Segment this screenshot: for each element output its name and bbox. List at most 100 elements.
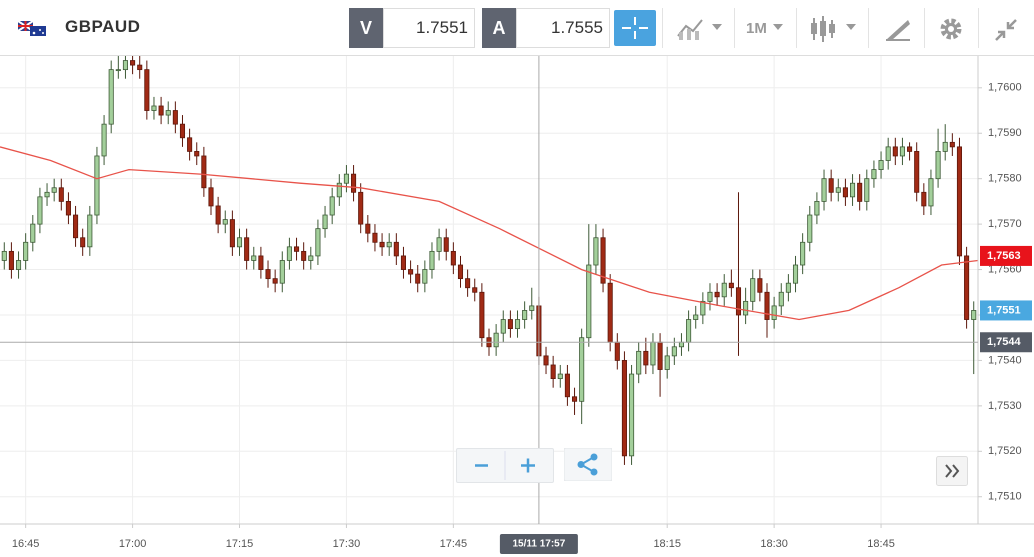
candle-body — [158, 105, 164, 116]
bid-label: V — [349, 8, 383, 48]
candle-body — [472, 287, 478, 293]
moving-average-line — [0, 146, 978, 321]
price-tag-label: 1,7551 — [987, 304, 1021, 316]
collapse-button[interactable] — [994, 18, 1018, 42]
candle-body — [201, 155, 207, 189]
separator — [868, 8, 869, 48]
candle-body — [215, 205, 221, 225]
candle-body — [614, 341, 620, 361]
candle-body — [907, 146, 913, 152]
candle-body — [479, 291, 485, 339]
candle-body — [37, 196, 43, 225]
candle-body — [835, 187, 841, 193]
candle-body — [914, 151, 920, 193]
zoom-control — [456, 448, 554, 483]
candle-body — [244, 237, 250, 261]
zoom-in[interactable] — [521, 458, 535, 473]
candle-body — [529, 305, 535, 311]
price-tag-label: 1,7563 — [987, 250, 1021, 262]
candle-body — [500, 319, 506, 334]
candle-body — [30, 223, 36, 243]
candle-body — [828, 178, 834, 193]
candle-body — [108, 69, 114, 125]
candle-body — [272, 278, 278, 284]
candle-body — [8, 250, 14, 270]
x-tick-label: 17:15 — [226, 538, 254, 550]
candle-body — [286, 246, 292, 261]
draw-tool-button[interactable] — [884, 16, 912, 42]
candle-body — [700, 300, 706, 316]
candle-body — [65, 200, 71, 216]
candle-body — [329, 196, 335, 216]
candle-body — [229, 219, 235, 248]
candle-body — [964, 255, 970, 320]
y-tick-label: 1,7590 — [988, 127, 1022, 139]
ask-price[interactable]: 1.7555 — [516, 8, 610, 48]
candle-body — [400, 255, 406, 270]
chart-type-button[interactable] — [676, 16, 726, 42]
candle-body — [322, 214, 328, 230]
share-button[interactable] — [564, 448, 612, 481]
candle-body — [465, 278, 471, 289]
candle-style-button[interactable] — [810, 14, 860, 44]
candle-body — [379, 241, 385, 248]
candle-body — [372, 232, 378, 243]
candle-body — [757, 278, 763, 293]
settings-button[interactable] — [938, 16, 964, 42]
candle-body — [208, 187, 214, 207]
candle-body — [557, 373, 563, 380]
candle-body — [236, 237, 243, 248]
candle-body — [850, 182, 856, 198]
candle-body — [686, 319, 692, 343]
candle-body — [857, 182, 863, 202]
candle-body — [871, 169, 877, 180]
price-tag — [980, 332, 1032, 353]
candle-body — [814, 200, 820, 216]
bid-price[interactable]: 1.7551 — [383, 8, 475, 48]
candle-body — [928, 178, 934, 207]
separator — [924, 8, 925, 48]
candle-body — [657, 341, 663, 370]
price-tag-label: 1,7544 — [987, 336, 1022, 348]
candle-body — [44, 191, 50, 198]
candle-body — [308, 255, 314, 261]
toolbar: GBPAUD V 1.7551 A 1.7555 1M — [0, 0, 1034, 56]
candle-body — [579, 337, 585, 402]
separator — [662, 8, 663, 48]
y-tick-label: 1,7530 — [988, 400, 1022, 412]
candle-body — [187, 137, 193, 152]
candle-body — [728, 282, 734, 289]
axes: 1,75101,75201,75301,75401,75501,75601,75… — [0, 56, 1032, 554]
candle-body — [386, 241, 392, 248]
candle-body — [921, 191, 927, 207]
candle-body — [73, 214, 79, 239]
price-tag — [980, 300, 1032, 321]
y-tick-label: 1,7520 — [988, 445, 1022, 457]
candle-body — [408, 269, 414, 275]
candle-body — [778, 291, 784, 307]
candle-body — [550, 364, 556, 380]
candle-body — [301, 250, 307, 261]
separator — [796, 8, 797, 48]
candle-body — [750, 278, 756, 302]
zoom-icons — [475, 451, 535, 480]
candle-body — [258, 255, 264, 270]
candle-body — [514, 319, 521, 330]
candle-body — [358, 191, 364, 225]
candle-body — [365, 223, 371, 234]
candle-body — [593, 237, 599, 266]
candle-body — [101, 123, 107, 157]
candle-body — [393, 241, 399, 257]
scroll-to-end-button[interactable] — [936, 456, 968, 486]
y-tick-label: 1,7570 — [988, 218, 1022, 230]
crosshair-button[interactable] — [614, 10, 656, 46]
candle-body — [743, 300, 749, 316]
timeframe-button[interactable]: 1M — [746, 20, 767, 37]
crosshair-x-label: 15/11 17:57 — [512, 539, 565, 550]
candle-body — [586, 264, 592, 339]
separator — [734, 8, 735, 48]
candle-body — [151, 105, 157, 111]
candle-body — [222, 219, 228, 225]
candle-body — [807, 214, 813, 243]
candle-body — [629, 373, 635, 457]
